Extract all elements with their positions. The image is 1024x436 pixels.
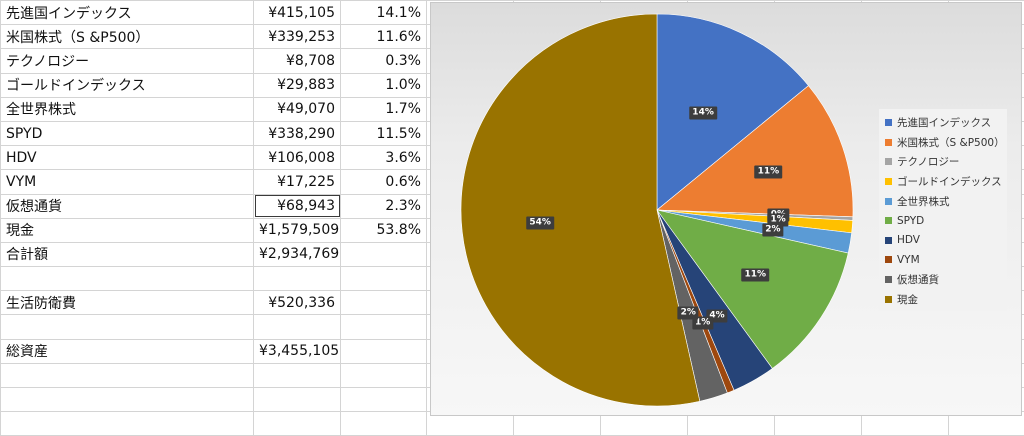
cell-amount[interactable]: ¥17,225	[254, 170, 341, 194]
legend-item[interactable]: HDV	[885, 231, 1007, 251]
cell-amount[interactable]: ¥8,708	[254, 49, 341, 73]
cell-amount[interactable]	[254, 388, 341, 412]
data-label: 54%	[526, 216, 554, 229]
cell-amount[interactable]	[254, 315, 341, 339]
cell-amount[interactable]: ¥415,105	[254, 1, 341, 25]
legend-label: 現金	[897, 292, 918, 307]
cell-amount[interactable]: ¥1,579,509	[254, 218, 341, 242]
cell-amount[interactable]: ¥520,336	[254, 291, 341, 315]
pie-chart-area[interactable]: 14%11%0%1%2%11%4%1%2%54% 先進国インデックス米国株式（S…	[430, 2, 1022, 416]
cell-label[interactable]: 現金	[1, 218, 254, 242]
cell-amount[interactable]: ¥29,883	[254, 73, 341, 97]
legend-swatch	[885, 256, 892, 263]
cell-pct[interactable]	[341, 363, 427, 387]
legend-swatch	[885, 119, 892, 126]
cell-pct[interactable]: 14.1%	[341, 1, 427, 25]
legend-label: ゴールドインデックス	[897, 174, 1002, 189]
cell-label[interactable]: 総資産	[1, 339, 254, 363]
legend-item[interactable]: VYM	[885, 250, 1007, 270]
legend-label: 米国株式（S &P500）	[897, 135, 1005, 150]
cell-label[interactable]: テクノロジー	[1, 49, 254, 73]
data-label: 11%	[741, 268, 769, 281]
legend-label: 仮想通貨	[897, 272, 939, 287]
cell-label[interactable]: 全世界株式	[1, 97, 254, 121]
cell-pct[interactable]: 53.8%	[341, 218, 427, 242]
data-label: 11%	[755, 166, 783, 179]
cell-label[interactable]: SPYD	[1, 121, 254, 145]
cell-pct[interactable]: 2.3%	[341, 194, 427, 218]
legend-label: HDV	[897, 234, 920, 246]
cell-pct[interactable]: 0.6%	[341, 170, 427, 194]
legend-label: テクノロジー	[897, 154, 959, 169]
legend-item[interactable]: SPYD	[885, 211, 1007, 231]
cell-amount[interactable]: ¥338,290	[254, 121, 341, 145]
legend-swatch	[885, 198, 892, 205]
cell-amount[interactable]: ¥49,070	[254, 97, 341, 121]
cell-pct[interactable]	[341, 291, 427, 315]
cell-pct[interactable]: 11.5%	[341, 121, 427, 145]
legend-item[interactable]: 米国株式（S &P500）	[885, 133, 1007, 153]
cell-label[interactable]	[1, 412, 254, 436]
cell-label[interactable]: HDV	[1, 146, 254, 170]
cell-label[interactable]	[1, 363, 254, 387]
cell-pct[interactable]	[341, 412, 427, 436]
cell-pct[interactable]: 1.7%	[341, 97, 427, 121]
cell-pct[interactable]: 0.3%	[341, 49, 427, 73]
cell-pct[interactable]	[341, 339, 427, 363]
cell-amount[interactable]: ¥2,934,769	[254, 242, 341, 266]
cell-pct[interactable]	[341, 242, 427, 266]
legend-swatch	[885, 296, 892, 303]
cell-pct[interactable]: 3.6%	[341, 146, 427, 170]
cell-amount[interactable]: ¥106,008	[254, 146, 341, 170]
data-label: 2%	[762, 223, 783, 236]
legend-swatch	[885, 237, 892, 244]
cell-pct[interactable]: 1.0%	[341, 73, 427, 97]
legend-label: 全世界株式	[897, 194, 950, 209]
legend-label: VYM	[897, 254, 920, 266]
cell-label[interactable]: 米国株式（S &P500）	[1, 25, 254, 49]
legend-item[interactable]: 現金	[885, 289, 1007, 309]
legend-item[interactable]: ゴールドインデックス	[885, 172, 1007, 192]
legend-item[interactable]: 先進国インデックス	[885, 113, 1007, 133]
chart-legend[interactable]: 先進国インデックス米国株式（S &P500） テクノロジーゴールドインデックス全世…	[879, 109, 1007, 311]
cell-label[interactable]: 先進国インデックス	[1, 1, 254, 25]
cell-pct[interactable]	[341, 315, 427, 339]
cell-label[interactable]: 合計額	[1, 242, 254, 266]
legend-swatch	[885, 276, 892, 283]
cell-label[interactable]: ゴールドインデックス	[1, 73, 254, 97]
legend-item[interactable]: テクノロジー	[885, 152, 1007, 172]
legend-swatch	[885, 178, 892, 185]
cell-amount[interactable]	[254, 267, 341, 291]
cell-amount[interactable]: ¥3,455,105	[254, 339, 341, 363]
cell-pct[interactable]	[341, 267, 427, 291]
cell-label[interactable]	[1, 388, 254, 412]
legend-item[interactable]: 仮想通貨	[885, 270, 1007, 290]
legend-label: 先進国インデックス	[897, 115, 991, 130]
cell-amount[interactable]	[254, 363, 341, 387]
legend-item[interactable]: 全世界株式	[885, 191, 1007, 211]
cell-pct[interactable]	[341, 388, 427, 412]
cell-label[interactable]	[1, 315, 254, 339]
cell-label[interactable]: 仮想通貨	[1, 194, 254, 218]
cell-label[interactable]: VYM	[1, 170, 254, 194]
data-label: 14%	[689, 106, 717, 119]
cell-label[interactable]	[1, 267, 254, 291]
legend-swatch	[885, 217, 892, 224]
cell-label[interactable]: 生活防衛費	[1, 291, 254, 315]
legend-label: SPYD	[897, 215, 924, 227]
data-label: 2%	[678, 307, 699, 320]
legend-swatch	[885, 139, 892, 146]
cell-pct[interactable]: 11.6%	[341, 25, 427, 49]
cell-amount[interactable]: ¥339,253	[254, 25, 341, 49]
cell-amount[interactable]: ¥68,943	[254, 194, 341, 218]
cell-amount[interactable]	[254, 412, 341, 436]
legend-swatch	[885, 158, 892, 165]
